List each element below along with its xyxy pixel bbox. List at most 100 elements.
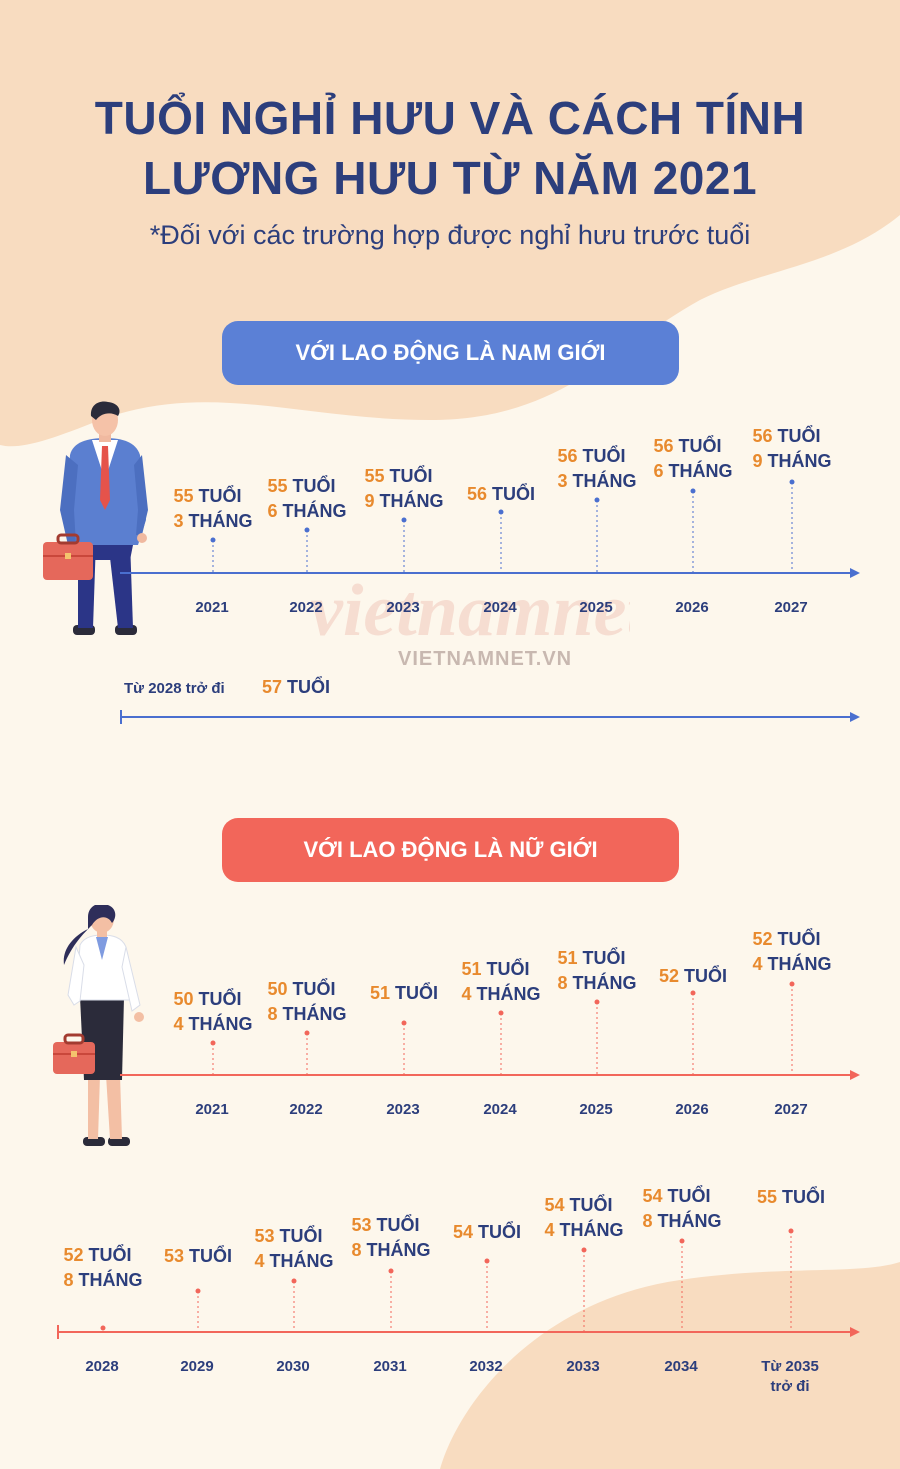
months-unit: THÁNG [767, 451, 832, 471]
age-unit: TUỔI [492, 484, 536, 504]
male-age-label: 55 TUỔI 3 THÁNG [173, 484, 252, 534]
months-unit: THÁNG [366, 1240, 431, 1260]
months-unit: THÁNG [269, 1251, 334, 1271]
male-age-label: 56 TUỔI 3 THÁNG [557, 444, 636, 494]
year-text: 2022 [289, 1101, 323, 1118]
page-title-line1: TUỔI NGHỈ HƯU VÀ CÁCH TÍNH [94, 92, 806, 144]
months-unit: THÁNG [476, 984, 541, 1004]
age-unit: TUỔI [678, 436, 722, 456]
male-year-label: 2025 [579, 598, 612, 618]
age-number: 50 [267, 979, 288, 999]
male-year-label: 2024 [483, 598, 516, 618]
year-text: 2029 [180, 1358, 214, 1375]
female-age-label: 51 TUỔI 8 THÁNG [557, 946, 636, 996]
age-number: 53 [163, 1246, 185, 1266]
female-year-label: 2034 [664, 1357, 697, 1377]
year-text: 2028 [85, 1358, 119, 1375]
year-text: Từ 2035 [761, 1358, 819, 1375]
year-text: 2021 [195, 1101, 229, 1118]
male-worker-illustration [43, 401, 148, 635]
female-year-label: 2027 [774, 1100, 807, 1120]
age-number: 56 [557, 446, 578, 466]
months-number: 4 [752, 954, 763, 974]
female-worker-illustration [53, 905, 144, 1146]
age-unit: TUỔI [667, 1186, 711, 1206]
months-unit: THÁNG [78, 1270, 143, 1290]
age-unit: TUỔI [198, 989, 242, 1009]
year-text: 2026 [675, 1101, 709, 1118]
female-year-label: 2030 [276, 1357, 309, 1377]
male-year-label: 2027 [774, 598, 807, 618]
months-number: 4 [461, 984, 472, 1004]
bottom-peach-blob [440, 1262, 900, 1469]
male-year-label: 2023 [386, 598, 419, 618]
age-number: 51 [461, 959, 482, 979]
age-number: 56 [752, 426, 773, 446]
age-unit: TUỔI [777, 426, 821, 446]
months-unit: THÁNG [559, 1220, 624, 1240]
female-year-label: 2028 [85, 1357, 118, 1377]
female-age-label: 54 TUỔI [453, 1220, 521, 1245]
age-number: 51 [369, 983, 391, 1003]
age-number: 54 [544, 1195, 565, 1215]
year-text: 2025 [579, 599, 613, 616]
age-number: 54 [452, 1222, 474, 1242]
age-unit: TUỔI [88, 1245, 132, 1265]
female-age-label: 50 TUỔI 8 THÁNG [267, 977, 346, 1027]
age-number: 52 [752, 929, 773, 949]
female-year-label: 2021 [195, 1100, 228, 1120]
months-unit: THÁNG [572, 471, 637, 491]
year-text: 2034 [664, 1358, 698, 1375]
months-unit: THÁNG [188, 511, 253, 531]
watermark-logo: vietnamnet [310, 570, 630, 652]
age-number: 50 [173, 989, 194, 1009]
months-number: 3 [557, 471, 568, 491]
age-number: 53 [351, 1215, 372, 1235]
months-number: 3 [173, 511, 184, 531]
male-from-2028-value: 57 TUỔI [262, 677, 330, 698]
age-number: 56 [466, 484, 488, 504]
age-unit: TUỔI [478, 1222, 522, 1242]
female-age-label: 53 TUỔI [164, 1244, 232, 1269]
age-unit: TUỔI [782, 1187, 826, 1207]
months-number: 9 [364, 491, 375, 511]
age-number: 55 [173, 486, 194, 506]
male-banner: VỚI LAO ĐỘNG LÀ NAM GIỚI [222, 321, 679, 385]
age-unit: TUỔI [582, 446, 626, 466]
male-from-2028-unit: TUỔI [287, 677, 331, 697]
age-unit: TUỔI [292, 476, 336, 496]
male-year-label: 2026 [675, 598, 708, 618]
age-unit: TUỔI [569, 1195, 613, 1215]
year-text: 2027 [774, 1101, 808, 1118]
year-text: 2024 [483, 599, 517, 616]
male-age-label: 56 TUỔI [467, 482, 535, 507]
female-age-label: 51 TUỔI 4 THÁNG [461, 957, 540, 1007]
male-from-2028-age: 57 [262, 677, 283, 697]
female-year-label: 2031 [373, 1357, 406, 1377]
months-unit: THÁNG [668, 461, 733, 481]
age-unit: TUỔI [279, 1226, 323, 1246]
female-year-label: 2023 [386, 1100, 419, 1120]
months-number: 8 [63, 1270, 74, 1290]
female-age-label: 52 TUỔI 8 THÁNG [63, 1243, 142, 1293]
watermark-logo-text: vietnamnet [310, 570, 630, 652]
female-age-label: 55 TUỔI [757, 1185, 825, 1210]
female-year-label: 2026 [675, 1100, 708, 1120]
year-text: 2023 [386, 1101, 420, 1118]
female-year-label: 2029 [180, 1357, 213, 1377]
female-year-label: 2022 [289, 1100, 322, 1120]
age-unit: TUỔI [395, 983, 439, 1003]
year-text: 2033 [566, 1358, 600, 1375]
age-number: 54 [642, 1186, 663, 1206]
months-number: 4 [254, 1251, 265, 1271]
year-text: 2030 [276, 1358, 310, 1375]
months-number: 8 [267, 1004, 278, 1024]
months-unit: THÁNG [767, 954, 832, 974]
female-year-label: 2032 [469, 1357, 502, 1377]
watermark-text: VIETNAMNET.VN [398, 648, 573, 670]
male-year-label: 2021 [195, 598, 228, 618]
male-age-label: 56 TUỔI 6 THÁNG [653, 434, 732, 484]
year-text: 2024 [483, 1101, 517, 1118]
year-text: 2023 [386, 599, 420, 616]
female-age-label: 53 TUỔI 8 THÁNG [351, 1213, 430, 1263]
